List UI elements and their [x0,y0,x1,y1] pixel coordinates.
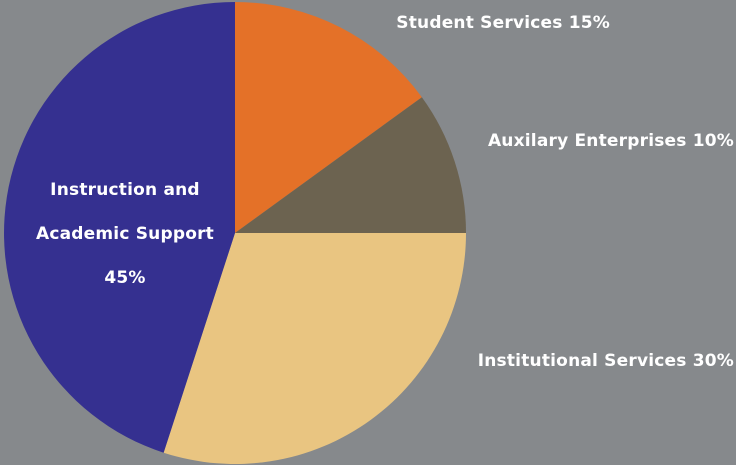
pie-slice-4 [4,2,236,453]
slice-label-1: Student Services 15% [396,13,610,33]
slice-label-line: Student Services 15% [396,13,610,33]
slice-label-line: 45% [104,268,145,288]
pie-slice-1 [235,2,422,233]
pie-slices [4,2,466,464]
slice-label-line: Instruction and [50,180,200,200]
slice-label-line: Auxilary Enterprises 10% [488,131,734,151]
slice-label-line: Academic Support [36,224,214,244]
slice-label-2: Auxilary Enterprises 10% [488,131,734,151]
pie-slice-3 [163,233,466,464]
pie-labels: Student Services 15% Auxilary Enterprises… [36,13,734,371]
slice-label-line: Institutional Services 30% [478,351,734,371]
pie-slice-2 [235,97,466,233]
slice-label-3: Institutional Services 30% [478,351,734,371]
slice-label-4: Instruction and Academic Support 45% [36,180,214,288]
